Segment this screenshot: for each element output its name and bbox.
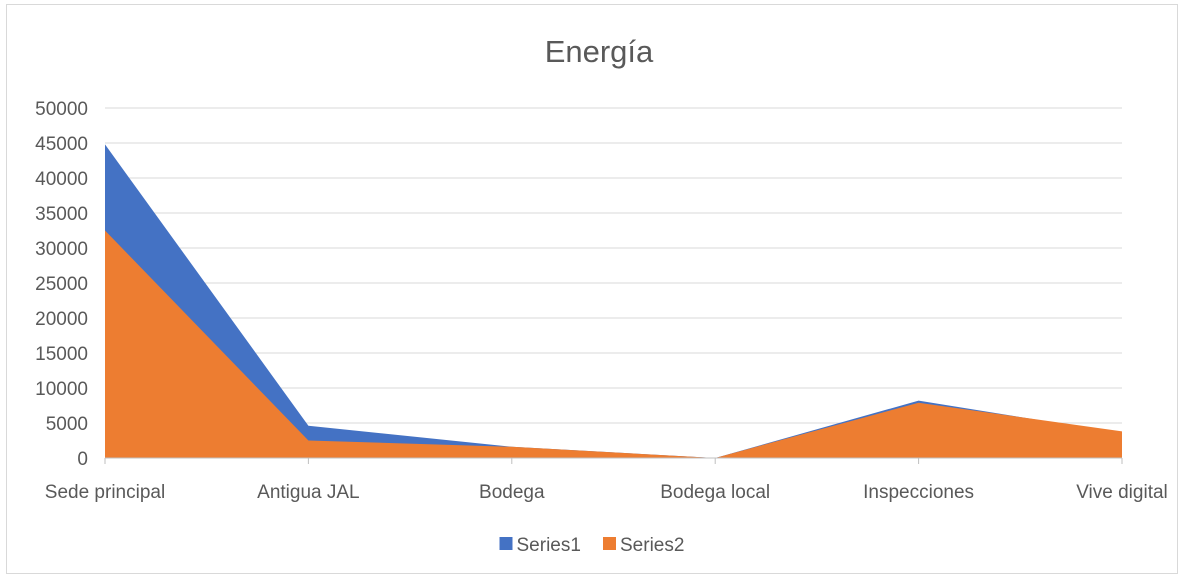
y-tick-label: 50000 bbox=[35, 99, 88, 120]
y-tick-label: 40000 bbox=[35, 169, 88, 190]
x-tick-label: Bodega local bbox=[660, 482, 770, 503]
legend-swatch bbox=[499, 537, 513, 550]
legend-swatch bbox=[603, 537, 616, 550]
x-tick-label: Inspecciones bbox=[863, 482, 974, 503]
x-tick-label: Antigua JAL bbox=[257, 482, 359, 503]
legend-label: Series1 bbox=[517, 535, 581, 556]
y-tick-label: 25000 bbox=[35, 274, 88, 295]
series-area-series2 bbox=[105, 230, 1122, 458]
legend-label: Series2 bbox=[620, 535, 684, 556]
y-tick-label: 15000 bbox=[35, 344, 88, 365]
y-tick-label: 20000 bbox=[35, 309, 88, 330]
x-tick-label: Bodega bbox=[479, 482, 545, 503]
y-tick-label: 0 bbox=[77, 449, 88, 470]
y-tick-label: 30000 bbox=[35, 239, 88, 260]
x-tick-label: Vive digital bbox=[1076, 482, 1168, 503]
legend: Series1 Series2 bbox=[499, 535, 684, 556]
y-tick-label: 5000 bbox=[46, 414, 88, 435]
y-tick-label: 10000 bbox=[35, 379, 88, 400]
y-tick-label: 45000 bbox=[35, 134, 88, 155]
series-areas bbox=[105, 144, 1122, 458]
axes: 0 5000 10000 15000 20000 25000 30000 35000 40000… bbox=[35, 99, 1168, 503]
x-tick-label: Sede principal bbox=[45, 482, 165, 503]
chart-title: Energía bbox=[545, 34, 654, 69]
y-tick-label: 35000 bbox=[35, 204, 88, 225]
